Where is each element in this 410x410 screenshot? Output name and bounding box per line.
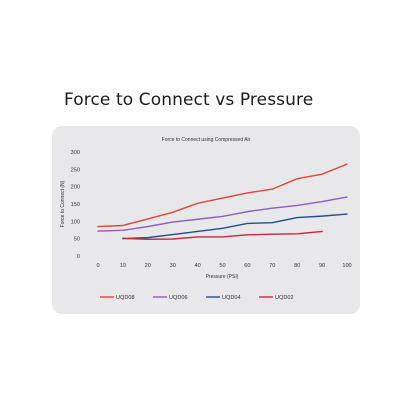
y-tick-label: 100 (71, 219, 80, 225)
y-tick-label: 50 (74, 237, 80, 243)
y-tick-label: 250 (71, 167, 80, 173)
y-axis-title: Force to Connect (N) (60, 180, 66, 227)
x-tick-label: 70 (269, 263, 275, 269)
x-tick-label: 80 (294, 263, 300, 269)
series-lines (97, 163, 348, 241)
x-tick-label: 90 (319, 263, 325, 269)
line-chart: Force to Connect using Compressed Air 0 5… (60, 137, 352, 301)
y-axis: 0 50 100 150 200 250 300 (71, 150, 80, 260)
y-tick-label: 150 (71, 202, 80, 208)
legend-label-uqd08: UQD08 (116, 295, 135, 301)
x-axis-title: Pressure (PSI) (206, 274, 239, 280)
y-tick-label: 300 (71, 150, 80, 156)
series-line-uqd02 (122, 230, 323, 241)
chart-card: Force to Connect using Compressed Air 0 5… (52, 126, 360, 314)
legend-label-uqd04: UQD04 (222, 295, 241, 301)
y-tick-label: 0 (77, 254, 80, 260)
x-tick-label: 20 (145, 263, 151, 269)
chart-title: Force to Connect using Compressed Air (162, 137, 251, 143)
x-tick-label: 30 (170, 263, 176, 269)
series-line-uqd06 (97, 196, 348, 232)
series-line-uqd04 (122, 213, 348, 240)
legend-label-uqd02: UQD02 (275, 295, 294, 301)
legend-label-uqd06: UQD06 (169, 295, 188, 301)
x-tick-label: 10 (120, 263, 126, 269)
x-tick-label: 50 (219, 263, 225, 269)
series-line-uqd08 (97, 163, 348, 228)
page-heading: Force to Connect vs Pressure (64, 90, 314, 110)
x-tick-label: 0 (96, 263, 99, 269)
x-tick-label: 100 (342, 263, 351, 269)
legend: UQD08 UQD06 UQD04 UQD02 (100, 295, 294, 301)
x-axis: 0 10 20 30 40 50 60 70 80 90 100 (96, 263, 351, 269)
x-tick-label: 60 (244, 263, 250, 269)
y-tick-label: 200 (71, 185, 80, 191)
x-tick-label: 40 (194, 263, 200, 269)
